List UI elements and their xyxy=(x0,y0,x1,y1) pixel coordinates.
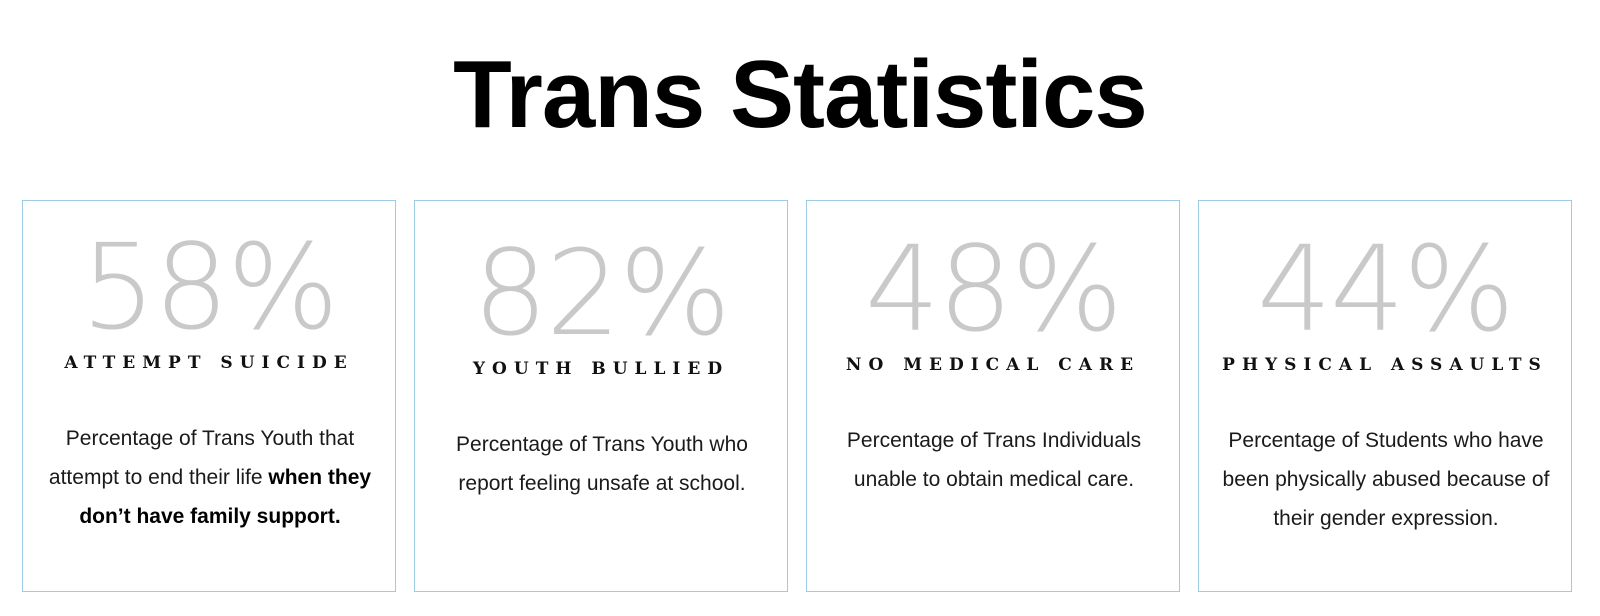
stat-description-text: Percentage of Trans Youth that attempt t… xyxy=(48,427,355,489)
stat-value: 58% xyxy=(80,218,339,356)
stat-card-attempt-suicide: 58% ATTEMPT SUICIDE Percentage of Trans … xyxy=(22,200,396,592)
stat-description: Percentage of Trans Youth that attempt t… xyxy=(43,419,377,536)
stat-value: 82% xyxy=(472,224,731,362)
stat-description: Percentage of Students who have been phy… xyxy=(1219,421,1553,538)
stat-description-text: Percentage of Trans Youth who report fee… xyxy=(456,433,748,495)
stat-label: ATTEMPT SUICIDE xyxy=(64,353,354,373)
stat-label: YOUTH BULLIED xyxy=(472,359,730,379)
stat-value: 44% xyxy=(1256,220,1515,358)
stat-label: PHYSICAL ASSAULTS xyxy=(1222,355,1548,375)
stats-grid: 58% ATTEMPT SUICIDE Percentage of Trans … xyxy=(22,200,1578,594)
stat-card-youth-bullied: 82% YOUTH BULLIED Percentage of Trans Yo… xyxy=(414,200,788,592)
stat-value: 48% xyxy=(864,220,1123,358)
stat-description: Percentage of Trans Individuals unable t… xyxy=(827,421,1161,499)
stat-description-text: Percentage of Students who have been phy… xyxy=(1222,429,1550,530)
stat-description-text: Percentage of Trans Individuals unable t… xyxy=(846,429,1142,491)
stat-label: NO MEDICAL CARE xyxy=(845,355,1141,375)
stat-card-physical-assaults: 44% PHYSICAL ASSAULTS Percentage of Stud… xyxy=(1198,200,1572,592)
page-title: Trans Statistics xyxy=(453,41,1148,148)
stat-description-emphasis: when they don’t have family support. xyxy=(79,466,372,528)
stat-description: Percentage of Trans Youth who report fee… xyxy=(435,425,769,503)
stat-card-no-medical-care: 48% NO MEDICAL CARE Percentage of Trans … xyxy=(806,200,1180,592)
